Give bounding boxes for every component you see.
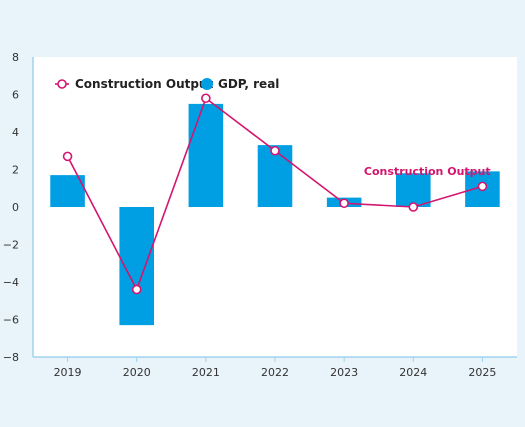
bar-2021[interactable] [188, 103, 224, 207]
line-point-2022[interactable] [270, 145, 280, 156]
annotations: Construction Output [364, 165, 491, 178]
x-tick-label: 2022 [261, 366, 289, 379]
bar-2019[interactable] [50, 175, 85, 207]
y-tick-label: 6 [12, 89, 19, 102]
x-tick-label: 2020 [123, 366, 151, 379]
x-tick-label: 2023 [330, 366, 358, 379]
y-tick-label: 0 [12, 201, 19, 214]
line-point-2024[interactable] [408, 202, 419, 212]
y-tick-label: −2 [3, 239, 19, 252]
y-tick-label: 4 [12, 126, 19, 139]
line-point-2023[interactable] [339, 198, 349, 209]
y-tick-label: −4 [3, 276, 19, 289]
y-tick-label: 2 [12, 164, 19, 177]
line-point-2020[interactable] [131, 284, 142, 295]
legend-marker-icon [57, 79, 67, 89]
line-series [62, 93, 488, 295]
x-tick-label: 2025 [468, 366, 496, 379]
x-tick-label: 2021 [192, 366, 220, 379]
bar-2024[interactable] [396, 173, 431, 207]
x-tick-label: 2024 [399, 366, 427, 379]
legend-bar-symbol [201, 78, 213, 90]
legend: Construction Output GDP, real [55, 77, 279, 91]
line-point-2025[interactable] [477, 181, 488, 192]
x-tick-label: 2019 [54, 366, 82, 379]
legend-item-label[interactable]: GDP, real [218, 77, 279, 91]
line-point-2021[interactable] [201, 93, 211, 104]
y-tick-label: −6 [3, 314, 19, 327]
y-tick-label: −8 [3, 351, 19, 364]
annotation-label: Construction Output [364, 165, 491, 178]
x-axis: 2019 2020 2021 2022 2023 2024 2025 [33, 356, 517, 379]
line-point-2019[interactable] [62, 151, 73, 162]
y-tick-label: 8 [12, 51, 19, 64]
legend-item-label[interactable]: Construction Output [75, 77, 213, 91]
y-axis: −8 −6 −4 −2 0 2 4 6 8 [3, 51, 34, 364]
